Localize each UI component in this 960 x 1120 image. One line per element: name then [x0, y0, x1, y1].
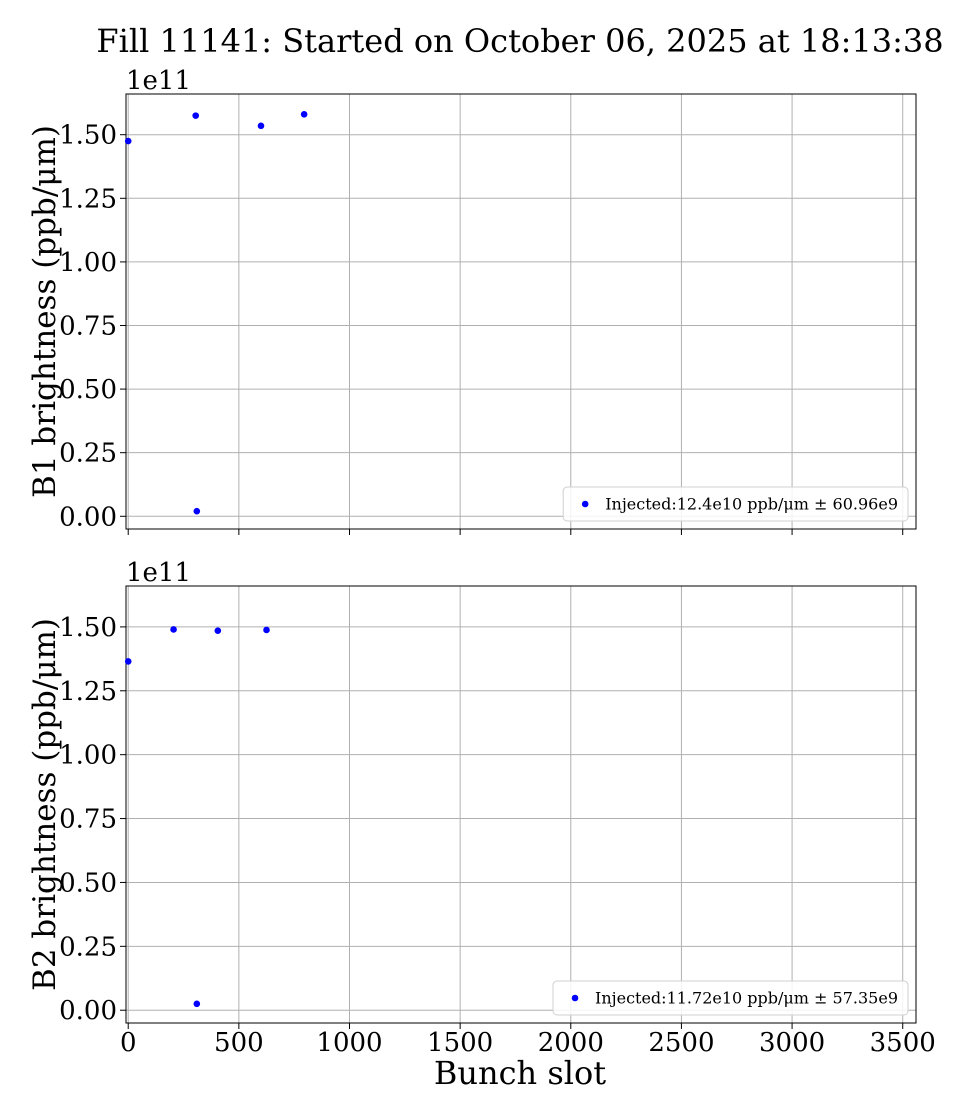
data-point	[193, 507, 201, 515]
panel-b2: 0 500 1000 1500 2000 2500 3000 3500 0.00 0.25 0.50…	[27, 558, 936, 1058]
y-tick-label: 0.25	[59, 439, 117, 469]
legend-label: Injected:12.4e10 ppb/μm ± 60.96e9	[605, 495, 898, 514]
x-tick-label: 3500	[870, 1028, 936, 1058]
chart-title: Fill 11141: Started on October 06, 2025 …	[96, 22, 943, 60]
y-tick-label: 1.25	[59, 184, 117, 214]
y-offset-label: 1e11	[126, 66, 191, 96]
x-tick-label: 2000	[538, 1028, 604, 1058]
y-tick-label: 1.50	[59, 121, 117, 151]
data-point	[257, 122, 265, 130]
x-tick-label: 1500	[427, 1028, 493, 1058]
legend-marker	[571, 994, 579, 1002]
y-tick-label: 0.00	[59, 502, 117, 532]
legend-box	[562, 486, 909, 522]
legend-box	[552, 980, 909, 1016]
x-tick-label: 500	[214, 1028, 264, 1058]
y-tick-label: 1.50	[59, 613, 117, 643]
y-tick-label: 0.50	[59, 868, 117, 898]
y-tick-label: 0.00	[59, 996, 117, 1026]
data-point	[300, 111, 308, 118]
data-point	[124, 658, 132, 665]
data-point	[214, 627, 222, 635]
data-point	[263, 626, 270, 634]
y-axis-label: B1 brightness (ppb/μm)	[27, 125, 63, 498]
y-tick-label: 1.25	[59, 677, 117, 707]
y-tick-label: 1.00	[59, 741, 117, 771]
y-tick-label: 1.00	[59, 248, 117, 278]
x-axis-label: Bunch slot	[434, 1054, 606, 1092]
data-point	[193, 1000, 201, 1008]
y-tick-label: 0.75	[59, 805, 117, 835]
y-tick-label: 0.75	[59, 311, 117, 341]
plot-frame	[125, 585, 917, 1024]
legend-marker	[581, 500, 589, 508]
panel-b1: 0.00 0.25 0.50 0.75 1.00 1.25 1.50 1e11 B1 brigh…	[27, 66, 917, 535]
y-tick-label: 0.50	[59, 375, 117, 405]
plot-frame	[125, 93, 917, 530]
y-tick-label: 0.25	[59, 932, 117, 962]
legend-label: Injected:11.72e10 ppb/μm ± 57.35e9	[595, 989, 898, 1008]
x-tick-label: 3000	[759, 1028, 825, 1058]
x-tick-label: 1000	[316, 1028, 382, 1058]
x-tick-label: 2500	[648, 1028, 714, 1058]
y-offset-label: 1e11	[126, 558, 191, 588]
data-point	[192, 112, 200, 119]
x-tick-label: 0	[120, 1028, 137, 1058]
data-point	[124, 137, 132, 145]
y-axis-label: B2 brightness (ppb/μm)	[27, 618, 63, 991]
data-point	[170, 626, 177, 633]
